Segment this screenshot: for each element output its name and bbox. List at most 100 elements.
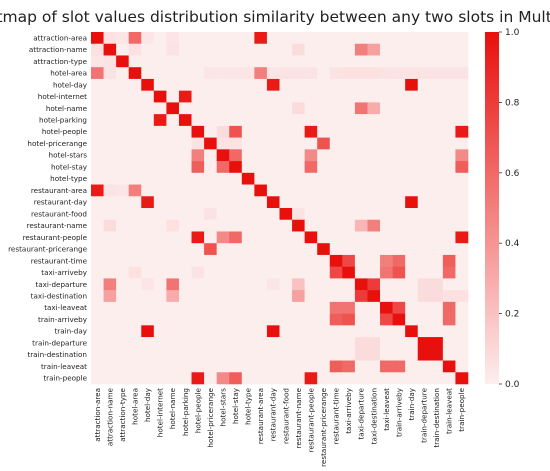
heatmap-cell (279, 149, 293, 162)
heatmap-cell (455, 337, 469, 350)
heatmap-cell (292, 372, 305, 385)
heatmap-cell (116, 360, 129, 373)
x-tick-label: attraction-name (105, 387, 114, 446)
heatmap-cell (455, 67, 469, 80)
colorbar-tick-label: 0.8 (505, 98, 520, 108)
heatmap-cell (417, 55, 431, 68)
heatmap-cell (91, 125, 104, 138)
heatmap-cell (380, 266, 393, 279)
heatmap-cell (153, 372, 167, 385)
heatmap-cell (442, 219, 456, 232)
heatmap-cell (329, 78, 343, 91)
heatmap-cell (317, 231, 331, 244)
heatmap-cell (304, 219, 318, 232)
heatmap-cell (166, 196, 180, 209)
heatmap-cell (317, 114, 331, 127)
heatmap-cell (216, 196, 230, 209)
heatmap-cell (141, 67, 155, 80)
heatmap-cell (191, 325, 205, 338)
heatmap-cell (166, 137, 180, 150)
x-tick-label: hotel-people (193, 387, 202, 433)
heatmap-cell (354, 313, 368, 326)
heatmap-cell (153, 184, 167, 197)
heatmap-cell (392, 102, 406, 115)
heatmap-cell (354, 172, 368, 185)
heatmap-cell (304, 32, 318, 45)
heatmap-cell (317, 360, 331, 373)
heatmap-cell (116, 67, 129, 80)
heatmap-cell (254, 184, 268, 197)
heatmap-cell (191, 43, 205, 56)
heatmap-cell (392, 278, 406, 291)
heatmap-cell (216, 266, 230, 279)
heatmap-cell (229, 114, 243, 127)
heatmap-cell (178, 43, 192, 56)
heatmap-cell (417, 102, 431, 115)
heatmap-cell (128, 114, 142, 127)
heatmap-cell (304, 78, 318, 91)
heatmap-cell (380, 231, 393, 244)
heatmap-cell (103, 325, 117, 338)
heatmap-cell (191, 102, 205, 115)
heatmap-cell (153, 360, 167, 373)
heatmap-cell (367, 290, 381, 303)
heatmap-cell (317, 149, 331, 162)
heatmap-cell (430, 90, 444, 103)
heatmap-cell (430, 172, 444, 185)
heatmap-cell (354, 266, 368, 279)
heatmap-cell (417, 254, 431, 267)
heatmap-cell (116, 278, 129, 291)
heatmap-cell (455, 32, 469, 45)
heatmap-cell (354, 231, 368, 244)
x-tick-label: hotel-internet (156, 388, 165, 437)
heatmap-cell (367, 161, 381, 174)
heatmap-cell (229, 372, 243, 385)
heatmap-cell (442, 78, 456, 91)
heatmap-cell (279, 102, 293, 115)
heatmap-cell (317, 254, 331, 267)
heatmap-cell (191, 290, 205, 303)
heatmap-cell (91, 325, 104, 338)
heatmap-cell (166, 149, 180, 162)
heatmap-cell (292, 90, 305, 103)
heatmap-cell (329, 278, 343, 291)
heatmap-cell (342, 243, 356, 256)
heatmap-cell (241, 254, 255, 267)
heatmap-cell (405, 208, 419, 221)
heatmap-cell (405, 290, 419, 303)
heatmap-cell (430, 348, 444, 361)
heatmap-cell (216, 184, 230, 197)
heatmap-cell (103, 137, 117, 150)
x-tick-label: restaurant-pricerange (319, 387, 328, 466)
heatmap-cell (380, 55, 393, 68)
heatmap-cell (329, 55, 343, 68)
y-tick-label: attraction-area (33, 33, 87, 42)
heatmap-cell (442, 254, 456, 267)
heatmap-cell (241, 243, 255, 256)
heatmap-cell (166, 348, 180, 361)
heatmap-cell (455, 278, 469, 291)
heatmap-cell (417, 90, 431, 103)
heatmap-cell (166, 55, 180, 68)
heatmap-cell (204, 360, 217, 373)
heatmap-cell (128, 55, 142, 68)
heatmap-cell (455, 219, 469, 232)
heatmap-cell (166, 337, 180, 350)
heatmap-cell (141, 231, 155, 244)
heatmap-cell (178, 301, 192, 314)
heatmap-cell (430, 32, 444, 45)
heatmap-cell (354, 90, 368, 103)
heatmap-cell (266, 90, 280, 103)
heatmap-cell (116, 172, 129, 185)
heatmap-cell (417, 32, 431, 45)
heatmap-cell (103, 301, 117, 314)
heatmap-cell (266, 149, 280, 162)
heatmap-cell (304, 67, 318, 80)
heatmap-cell (191, 114, 205, 127)
heatmap-cell (430, 278, 444, 291)
heatmap-cell (166, 301, 180, 314)
heatmap-cell (380, 196, 393, 209)
heatmap-cell (442, 325, 456, 338)
heatmap-cell (229, 161, 243, 174)
heatmap-cell (354, 219, 368, 232)
